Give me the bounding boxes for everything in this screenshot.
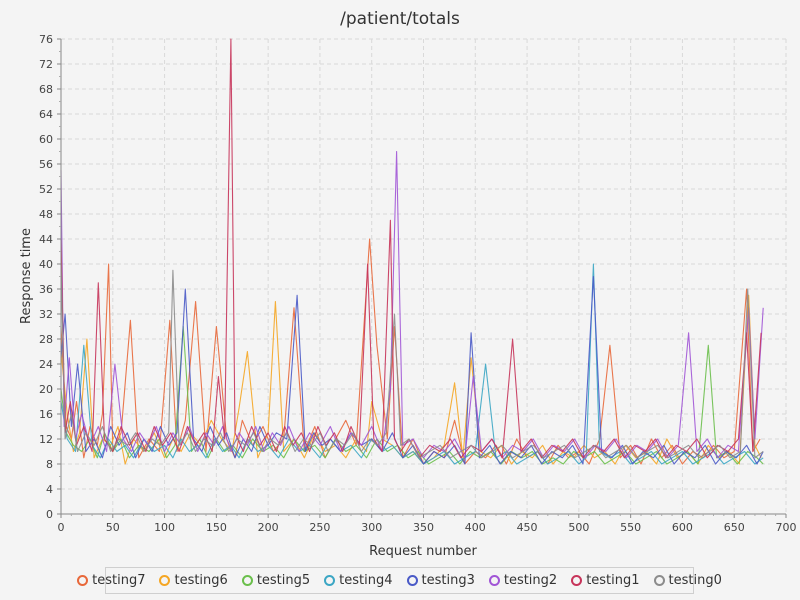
legend-label: testing3 <box>421 573 475 588</box>
legend-swatch-icon <box>159 575 171 586</box>
x-tick-label: 0 <box>58 521 65 534</box>
y-tick-label: 32 <box>39 308 53 321</box>
y-tick-label: 8 <box>46 458 53 471</box>
y-axis-title: Response time <box>19 228 34 324</box>
y-tick-label: 36 <box>39 283 53 296</box>
legend-swatch-icon <box>571 575 583 586</box>
legend-item-testing2: testing2 <box>488 573 558 588</box>
legend-swatch-icon <box>77 575 89 586</box>
x-tick-label: 700 <box>776 521 797 534</box>
legend-label: testing2 <box>503 573 558 588</box>
x-tick-label: 250 <box>309 521 330 534</box>
x-tick-label: 550 <box>620 521 641 534</box>
legend-item-testing1: testing1 <box>571 573 640 588</box>
y-tick-label: 68 <box>39 83 53 96</box>
legend-swatch-icon <box>241 575 253 586</box>
y-tick-label: 28 <box>39 333 53 346</box>
y-tick-label: 24 <box>39 358 53 371</box>
y-tick-label: 64 <box>39 108 53 121</box>
legend-label: testing7 <box>92 573 146 588</box>
y-tick-label: 20 <box>39 383 53 396</box>
x-tick-label: 200 <box>258 521 279 534</box>
legend-swatch-icon <box>406 575 418 586</box>
legend-label: testing1 <box>586 573 640 588</box>
x-tick-label: 600 <box>672 521 693 534</box>
x-tick-label: 500 <box>568 521 589 534</box>
legend-label: testing5 <box>256 573 311 588</box>
series-line-testing2 <box>60 150 764 459</box>
x-tick-label: 350 <box>413 521 434 534</box>
legend-item-testing0: testing0 <box>653 573 722 588</box>
y-tick-label: 48 <box>39 208 53 221</box>
y-tick-label: 72 <box>39 58 53 71</box>
x-tick-label: 100 <box>154 521 175 534</box>
legend-swatch-icon <box>324 575 336 586</box>
chart-title: /patient/totals <box>340 9 460 29</box>
x-tick-label: 300 <box>361 521 382 534</box>
y-tick-label: 4 <box>46 483 53 496</box>
legend: testing7 testing6 testing5 testing4 testing3… <box>77 567 722 594</box>
legend-item-testing6: testing6 <box>159 573 228 588</box>
x-axis-title: Request number <box>369 544 477 559</box>
y-tick-label: 52 <box>39 183 53 196</box>
x-tick-label: 650 <box>724 521 745 534</box>
legend-swatch-icon <box>488 575 500 586</box>
y-tick-label: 76 <box>39 33 53 46</box>
series-layer <box>60 38 764 465</box>
legend-swatch-icon <box>653 575 665 586</box>
y-tick-label: 16 <box>39 408 53 421</box>
y-tick-label: 60 <box>39 133 53 146</box>
legend-item-testing4: testing4 <box>324 573 393 588</box>
legend-label: testing4 <box>339 573 393 588</box>
y-tick-label: 12 <box>39 433 53 446</box>
x-tick-label: 150 <box>206 521 227 534</box>
y-tick-label: 0 <box>46 508 53 521</box>
y-tick-label: 44 <box>39 233 53 246</box>
y-tick-label: 56 <box>39 158 53 171</box>
x-tick-label: 400 <box>465 521 486 534</box>
legend-item-testing3: testing3 <box>406 573 475 588</box>
series-line-testing0 <box>60 263 764 459</box>
legend-item-testing7: testing7 <box>77 573 145 588</box>
legend-label: testing0 <box>668 573 722 588</box>
series-line-testing1 <box>60 38 762 459</box>
x-tick-label: 50 <box>106 521 120 534</box>
x-tick-label: 450 <box>517 521 538 534</box>
y-tick-label: 40 <box>39 258 53 271</box>
legend-item-testing5: testing5 <box>241 573 311 588</box>
legend-label: testing6 <box>174 573 228 588</box>
